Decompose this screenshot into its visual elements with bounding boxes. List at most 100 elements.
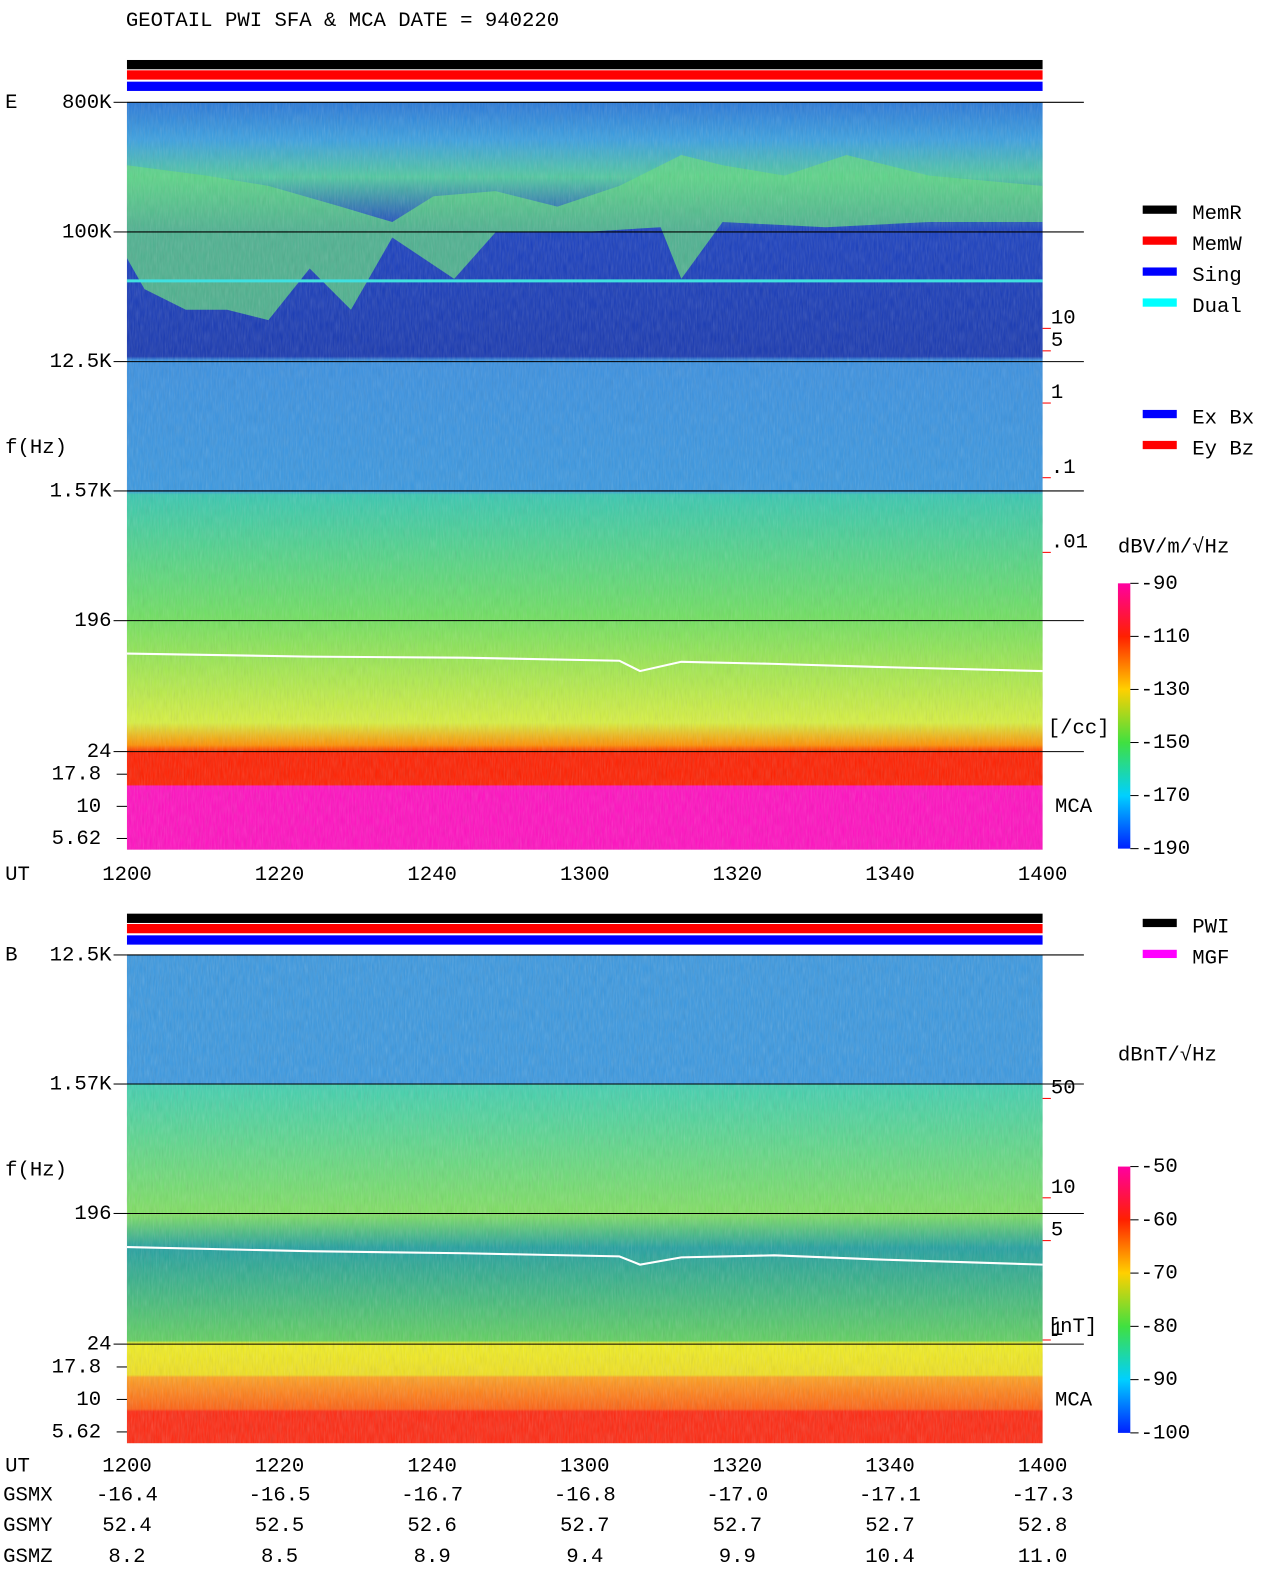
status-bar bbox=[126, 913, 1043, 923]
y2-tick-label: .1 bbox=[1051, 457, 1076, 480]
status-bar bbox=[126, 923, 1043, 934]
legend-swatch bbox=[1142, 918, 1177, 928]
y-tick-label: 24 bbox=[87, 741, 112, 764]
x-tick-label: 1340 bbox=[865, 864, 915, 887]
orbit-value: -16.8 bbox=[554, 1484, 616, 1507]
x-tick-label: 1400 bbox=[1018, 864, 1068, 887]
y-tick-label: 17.8 bbox=[52, 764, 102, 787]
orbit-value: 52.7 bbox=[713, 1515, 763, 1538]
texture bbox=[126, 102, 1043, 850]
orbit-value: -16.7 bbox=[401, 1484, 463, 1507]
legend-swatch bbox=[1142, 236, 1177, 245]
orbit-label: GSMX bbox=[3, 1484, 53, 1507]
y-tick-label: 12.5K bbox=[50, 944, 113, 967]
legend-swatch bbox=[1142, 409, 1177, 419]
colorbar-label: dBnT/√Hz bbox=[1118, 1044, 1217, 1068]
legend-swatch bbox=[1142, 298, 1177, 307]
panel-label: B bbox=[5, 944, 17, 967]
legend-label: MemW bbox=[1192, 234, 1242, 257]
y-tick-label: 12.5K bbox=[50, 351, 113, 374]
colorbar-tick-label: -150 bbox=[1141, 732, 1191, 755]
orbit-value: -16.4 bbox=[96, 1484, 158, 1507]
y-tick-label: 10 bbox=[76, 1389, 101, 1412]
x-tick-label: 1220 bbox=[255, 864, 305, 887]
orbit-value: 52.7 bbox=[560, 1515, 610, 1538]
y-tick-label: 196 bbox=[74, 610, 111, 633]
y2-tick-label: 1 bbox=[1051, 1319, 1063, 1342]
orbit-value: 9.4 bbox=[566, 1546, 603, 1569]
orbit-value: 8.5 bbox=[261, 1546, 298, 1569]
y2-tick-label: .01 bbox=[1051, 532, 1088, 555]
orbit-label: GSMY bbox=[3, 1515, 53, 1538]
y-tick-label: 24 bbox=[87, 1334, 112, 1357]
orbit-value: 52.8 bbox=[1018, 1515, 1068, 1538]
orbit-value: 11.0 bbox=[1018, 1546, 1068, 1569]
y-tick-label: 17.8 bbox=[52, 1356, 102, 1379]
orbit-value: -17.3 bbox=[1012, 1484, 1074, 1507]
legend-label: MGF bbox=[1192, 948, 1229, 971]
colorbar-tick-label: -90 bbox=[1141, 1369, 1178, 1392]
orbit-value: 8.9 bbox=[414, 1546, 451, 1569]
density-trace bbox=[126, 1246, 1043, 1266]
y-axis-label: f(Hz) bbox=[5, 1160, 67, 1183]
y-tick-label: 100K bbox=[62, 221, 112, 244]
colorbar-label: dBV/m/√Hz bbox=[1118, 536, 1229, 560]
x-tick-label: 1320 bbox=[713, 1455, 763, 1478]
legend-swatch bbox=[1142, 440, 1177, 450]
y-tick-label: 5.62 bbox=[52, 828, 102, 851]
x-tick-label: 1240 bbox=[407, 1455, 457, 1478]
y2-tick-label: 5 bbox=[1051, 1220, 1063, 1243]
panel-label: E bbox=[5, 92, 17, 115]
colorbar-tick-label: -90 bbox=[1141, 573, 1178, 596]
orbit-value: 52.4 bbox=[102, 1515, 152, 1538]
page-title: GEOTAIL PWI SFA & MCA DATE = 940220 bbox=[126, 10, 559, 33]
status-bar bbox=[126, 70, 1043, 80]
legend-label: Ex Bx bbox=[1192, 408, 1254, 431]
y2-tick-label: 10 bbox=[1051, 1177, 1076, 1200]
legend-swatch bbox=[1142, 205, 1177, 214]
orbit-value: -16.5 bbox=[249, 1484, 311, 1507]
orbit-value: 52.7 bbox=[865, 1515, 915, 1538]
colorbar bbox=[1117, 583, 1131, 849]
legend-label: Sing bbox=[1192, 265, 1242, 288]
y2-axis-label: [/cc] bbox=[1048, 717, 1110, 740]
y2-tick-label: 1 bbox=[1051, 382, 1063, 405]
mca-label: MCA bbox=[1055, 1389, 1093, 1412]
density-trace bbox=[126, 652, 1043, 673]
legend-label: MemR bbox=[1192, 203, 1242, 226]
x-tick-label: 1400 bbox=[1018, 1455, 1068, 1478]
colorbar-tick-label: -80 bbox=[1141, 1316, 1178, 1339]
y-tick-label: 1.57K bbox=[50, 480, 113, 503]
orbit-value: 8.2 bbox=[108, 1546, 145, 1569]
status-bar bbox=[126, 935, 1043, 945]
orbit-value: -17.0 bbox=[706, 1484, 768, 1507]
mca-label: MCA bbox=[1055, 796, 1093, 819]
x-axis-label: UT bbox=[5, 1455, 30, 1478]
legend-label: Dual bbox=[1192, 296, 1242, 319]
y2-tick-label: 10 bbox=[1051, 308, 1076, 331]
colorbar-tick-label: -100 bbox=[1141, 1422, 1191, 1445]
x-tick-label: 1200 bbox=[102, 1455, 152, 1478]
texture bbox=[126, 954, 1043, 1444]
orbit-value: 52.5 bbox=[255, 1515, 305, 1538]
y2-axis-label: [nT] bbox=[1048, 1316, 1098, 1339]
colorbar-tick-label: -130 bbox=[1141, 679, 1191, 702]
y-tick-label: 10 bbox=[76, 796, 101, 819]
orbit-value: 10.4 bbox=[865, 1546, 915, 1569]
x-tick-label: 1300 bbox=[560, 1455, 610, 1478]
colorbar bbox=[1117, 1166, 1131, 1433]
orbit-value: 9.9 bbox=[719, 1546, 756, 1569]
y-axis-label: f(Hz) bbox=[5, 437, 67, 460]
orbit-label: GSMZ bbox=[3, 1546, 53, 1569]
legend-label: Ey Bz bbox=[1192, 439, 1254, 462]
x-tick-label: 1300 bbox=[560, 864, 610, 887]
colorbar-tick-label: -60 bbox=[1141, 1209, 1178, 1232]
colorbar-tick-label: -170 bbox=[1141, 785, 1191, 808]
y-tick-label: 196 bbox=[74, 1203, 111, 1226]
x-tick-label: 1200 bbox=[102, 864, 152, 887]
legend-swatch bbox=[1142, 267, 1177, 276]
legend-label: PWI bbox=[1192, 917, 1229, 940]
colorbar-tick-label: -110 bbox=[1141, 626, 1191, 649]
y-tick-label: 1.57K bbox=[50, 1073, 113, 1096]
